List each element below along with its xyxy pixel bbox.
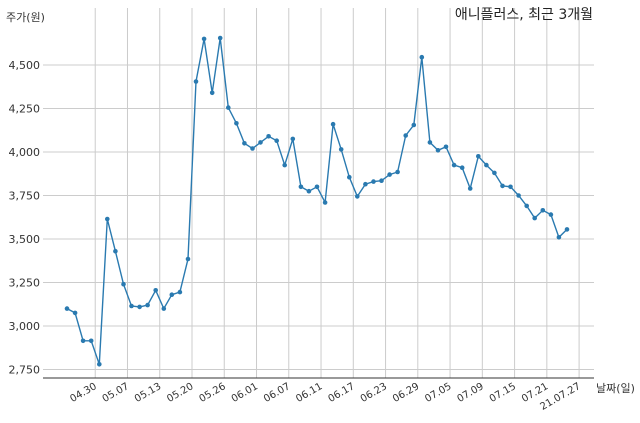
data-point	[443, 144, 449, 150]
x-tick-label: 06.01	[230, 381, 260, 405]
x-tick-label: 06.29	[391, 381, 421, 405]
data-point	[338, 147, 344, 152]
x-tick-label: 07.09	[456, 381, 486, 405]
data-point	[201, 36, 207, 42]
x-tick-label: 05.07	[101, 381, 131, 405]
data-point	[121, 281, 126, 287]
data-point	[274, 138, 280, 143]
x-tick-label: 06.07	[262, 381, 292, 405]
data-point	[145, 302, 150, 308]
grid	[43, 8, 594, 378]
data-point	[355, 194, 360, 199]
data-point	[161, 306, 167, 311]
data-point	[516, 193, 521, 198]
y-tick-label: 4,000	[9, 146, 41, 159]
data-point	[226, 105, 231, 110]
chart-title: 애니플러스, 최근 3개월	[455, 7, 593, 23]
x-axis-label: 날짜(일)	[596, 381, 635, 395]
x-tick-label: 07.15	[488, 381, 518, 405]
data-point	[419, 54, 425, 60]
data-point	[467, 186, 473, 191]
x-tick-label: 04.30	[68, 381, 98, 405]
data-point	[347, 174, 352, 180]
y-tick-label: 3,750	[9, 190, 41, 203]
data-point	[185, 256, 191, 262]
data-point	[379, 178, 384, 183]
data-point	[363, 181, 368, 187]
data-point	[266, 134, 271, 139]
data-point	[282, 162, 288, 168]
y-tick-label: 3,000	[9, 320, 41, 333]
x-tick-label: 06.11	[294, 381, 324, 405]
y-tick-label: 4,250	[9, 103, 41, 116]
x-tick-label: 06.23	[359, 381, 389, 405]
data-point	[371, 179, 376, 184]
x-tick-label: 06.17	[326, 381, 356, 405]
data-point	[169, 292, 175, 298]
data-point	[129, 303, 134, 309]
y-tick-label: 2,750	[9, 364, 41, 377]
data-point	[524, 203, 529, 209]
data-point	[250, 146, 255, 151]
y-tick-label: 3,500	[9, 233, 41, 246]
data-point	[217, 35, 223, 41]
data-point	[97, 362, 102, 367]
data-point	[330, 121, 336, 127]
series-line	[66, 37, 568, 365]
data-point	[113, 248, 118, 254]
data-point	[258, 140, 263, 145]
x-tick-label: 05.20	[165, 381, 195, 405]
data-point	[459, 165, 465, 170]
data-point	[209, 90, 215, 96]
data-point	[411, 122, 417, 128]
x-tick-labels: 04.30 05.07 05.13 05.20 05.26 06.01 06.07 06.11…	[68, 381, 582, 413]
data-point	[306, 188, 312, 194]
data-point	[242, 141, 247, 146]
data-point	[395, 169, 400, 175]
y-tick-labels: 2,750 3,000 3,250 3,500 3,750 4,000 4,250 4,500	[9, 59, 41, 377]
data-point	[290, 136, 296, 142]
y-tick-label: 4,500	[9, 59, 41, 72]
data-point	[88, 338, 94, 344]
data-point	[105, 216, 110, 222]
data-point	[64, 306, 70, 311]
x-tick-label: 05.26	[197, 381, 227, 405]
data-point	[540, 208, 546, 213]
y-axis-label: 주가(원)	[6, 11, 45, 24]
data-point	[387, 172, 392, 177]
data-point	[234, 121, 239, 126]
data-point	[322, 200, 328, 205]
data-point	[484, 162, 489, 168]
data-point	[548, 212, 554, 217]
data-point	[298, 184, 304, 190]
data-point	[427, 140, 433, 145]
data-point	[403, 133, 409, 138]
data-point	[193, 79, 199, 84]
data-point	[492, 170, 497, 176]
data-point	[72, 310, 78, 316]
data-point	[80, 338, 86, 344]
data-point	[532, 215, 537, 221]
data-point	[451, 162, 457, 168]
data-point	[314, 184, 320, 190]
data-point	[435, 148, 441, 153]
data-point	[556, 235, 562, 240]
data-point	[137, 304, 142, 310]
data-point	[564, 227, 570, 232]
data-point	[153, 288, 158, 293]
x-tick-label: 07.05	[423, 381, 453, 405]
data-points	[64, 35, 570, 367]
x-tick-label: 05.13	[133, 381, 163, 405]
data-point	[177, 289, 183, 295]
y-tick-label: 3,250	[9, 277, 41, 290]
data-point	[476, 154, 481, 159]
data-point	[508, 184, 513, 190]
data-point	[500, 183, 505, 189]
